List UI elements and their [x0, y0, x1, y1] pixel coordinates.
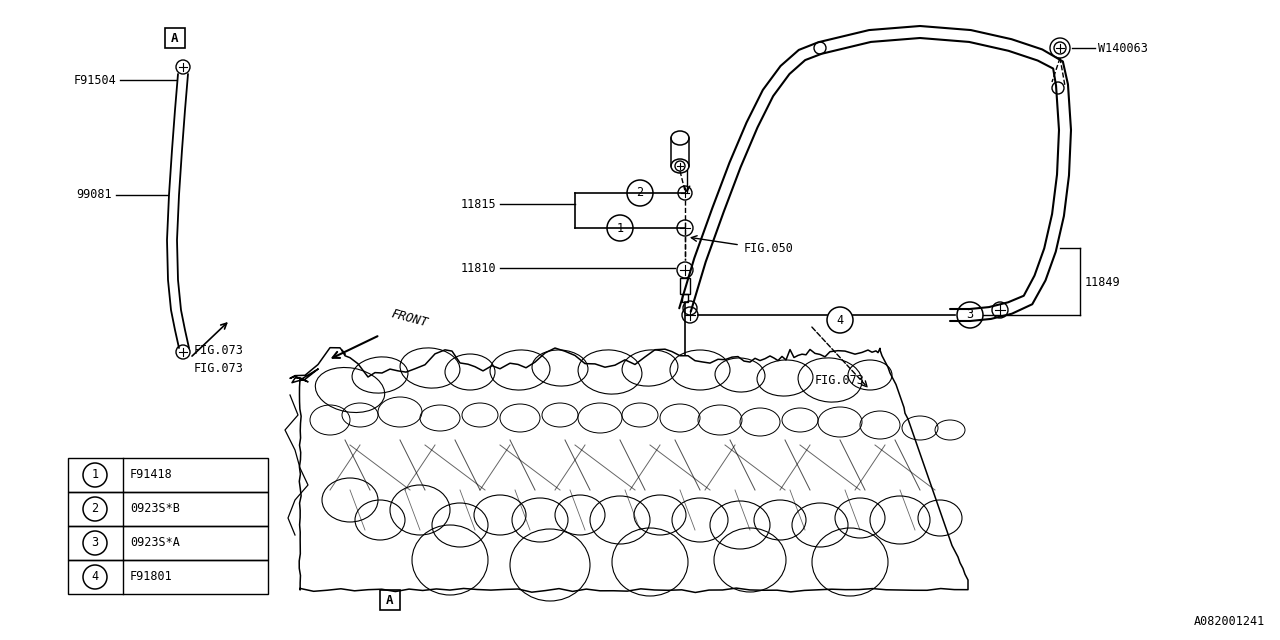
Text: FIG.073: FIG.073 [815, 374, 865, 387]
Bar [682, 294, 689, 302]
Text: FIG.073: FIG.073 [195, 344, 244, 356]
Text: FIG.050: FIG.050 [744, 241, 794, 255]
Text: 11849: 11849 [1085, 275, 1120, 289]
Text: 3: 3 [966, 308, 974, 321]
Text: 11815: 11815 [461, 198, 497, 211]
Text: 3: 3 [91, 536, 99, 550]
Text: 0923S*B: 0923S*B [131, 502, 180, 515]
Text: FRONT: FRONT [390, 308, 430, 330]
Text: 4: 4 [836, 314, 844, 326]
Bar [68, 560, 268, 594]
Text: 2: 2 [91, 502, 99, 515]
Text: A: A [172, 31, 179, 45]
Text: 2: 2 [636, 186, 644, 200]
Text: 1: 1 [617, 221, 623, 234]
Text: 0923S*A: 0923S*A [131, 536, 180, 550]
Text: A: A [387, 593, 394, 607]
Text: A082001241: A082001241 [1194, 615, 1265, 628]
Text: 11810: 11810 [461, 262, 497, 275]
Text: 1: 1 [91, 468, 99, 481]
Text: FIG.073: FIG.073 [195, 362, 244, 374]
Text: F91504: F91504 [73, 74, 116, 86]
Text: 99081: 99081 [77, 189, 113, 202]
Text: F91418: F91418 [131, 468, 173, 481]
Polygon shape [291, 348, 968, 593]
Bar [380, 590, 399, 610]
Bar [68, 492, 268, 526]
Bar [680, 278, 690, 294]
Bar [68, 458, 268, 492]
Bar [68, 526, 268, 560]
Text: F91801: F91801 [131, 570, 173, 584]
Text: 4: 4 [91, 570, 99, 584]
Bar [165, 28, 186, 48]
Text: W140063: W140063 [1098, 42, 1148, 54]
